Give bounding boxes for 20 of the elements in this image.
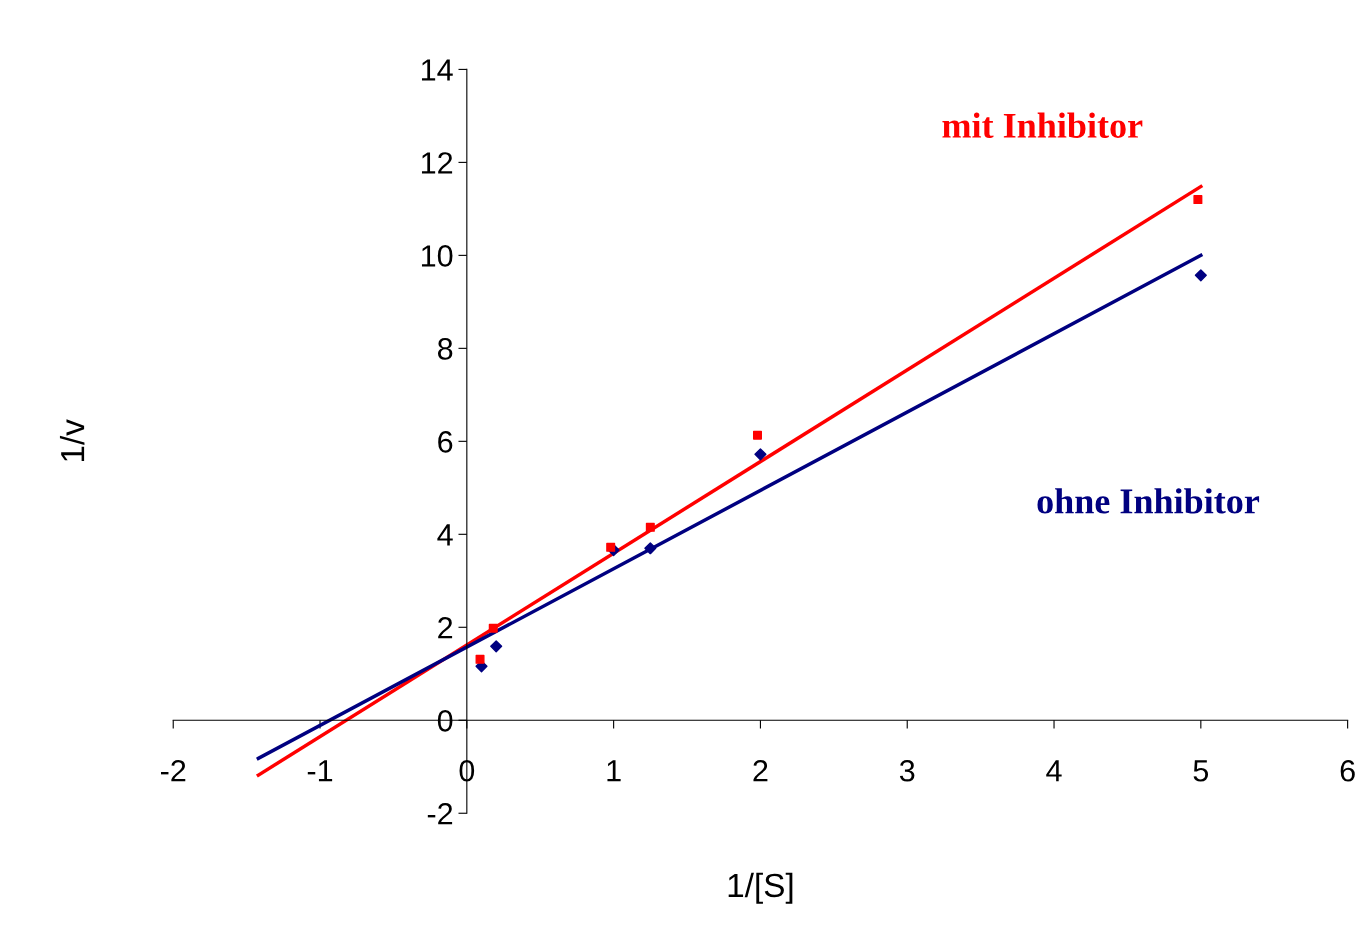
x-tick-label: 1 <box>607 760 621 782</box>
x-tick-label: -1 <box>307 760 333 782</box>
x-tick-label: 3 <box>899 759 915 782</box>
x-tick-label: 2 <box>753 759 768 782</box>
y-tick-label: 4 <box>437 524 453 546</box>
x-tick-label: 5 <box>1193 760 1209 782</box>
y-tick-label: 12 <box>421 152 453 174</box>
y-tick-label: -2 <box>427 802 453 825</box>
y-tick-label: 8 <box>437 338 453 360</box>
x-tick-label: -2 <box>161 759 186 782</box>
x-axis-title: 1/[S] <box>728 872 793 904</box>
y-tick-label: 10 <box>421 245 453 267</box>
x-tick-label: 6 <box>1340 759 1355 782</box>
text: mit Inhibitor <box>942 112 1143 138</box>
y-tick-label: 14 <box>421 59 453 81</box>
y-tick-label: 2 <box>438 617 453 639</box>
y-axis-title: 1/v <box>59 419 85 462</box>
y-tick-label: 6 <box>438 431 453 453</box>
x-tick-label: 4 <box>1046 760 1062 782</box>
text: ohne Inhibitor <box>1037 488 1260 514</box>
